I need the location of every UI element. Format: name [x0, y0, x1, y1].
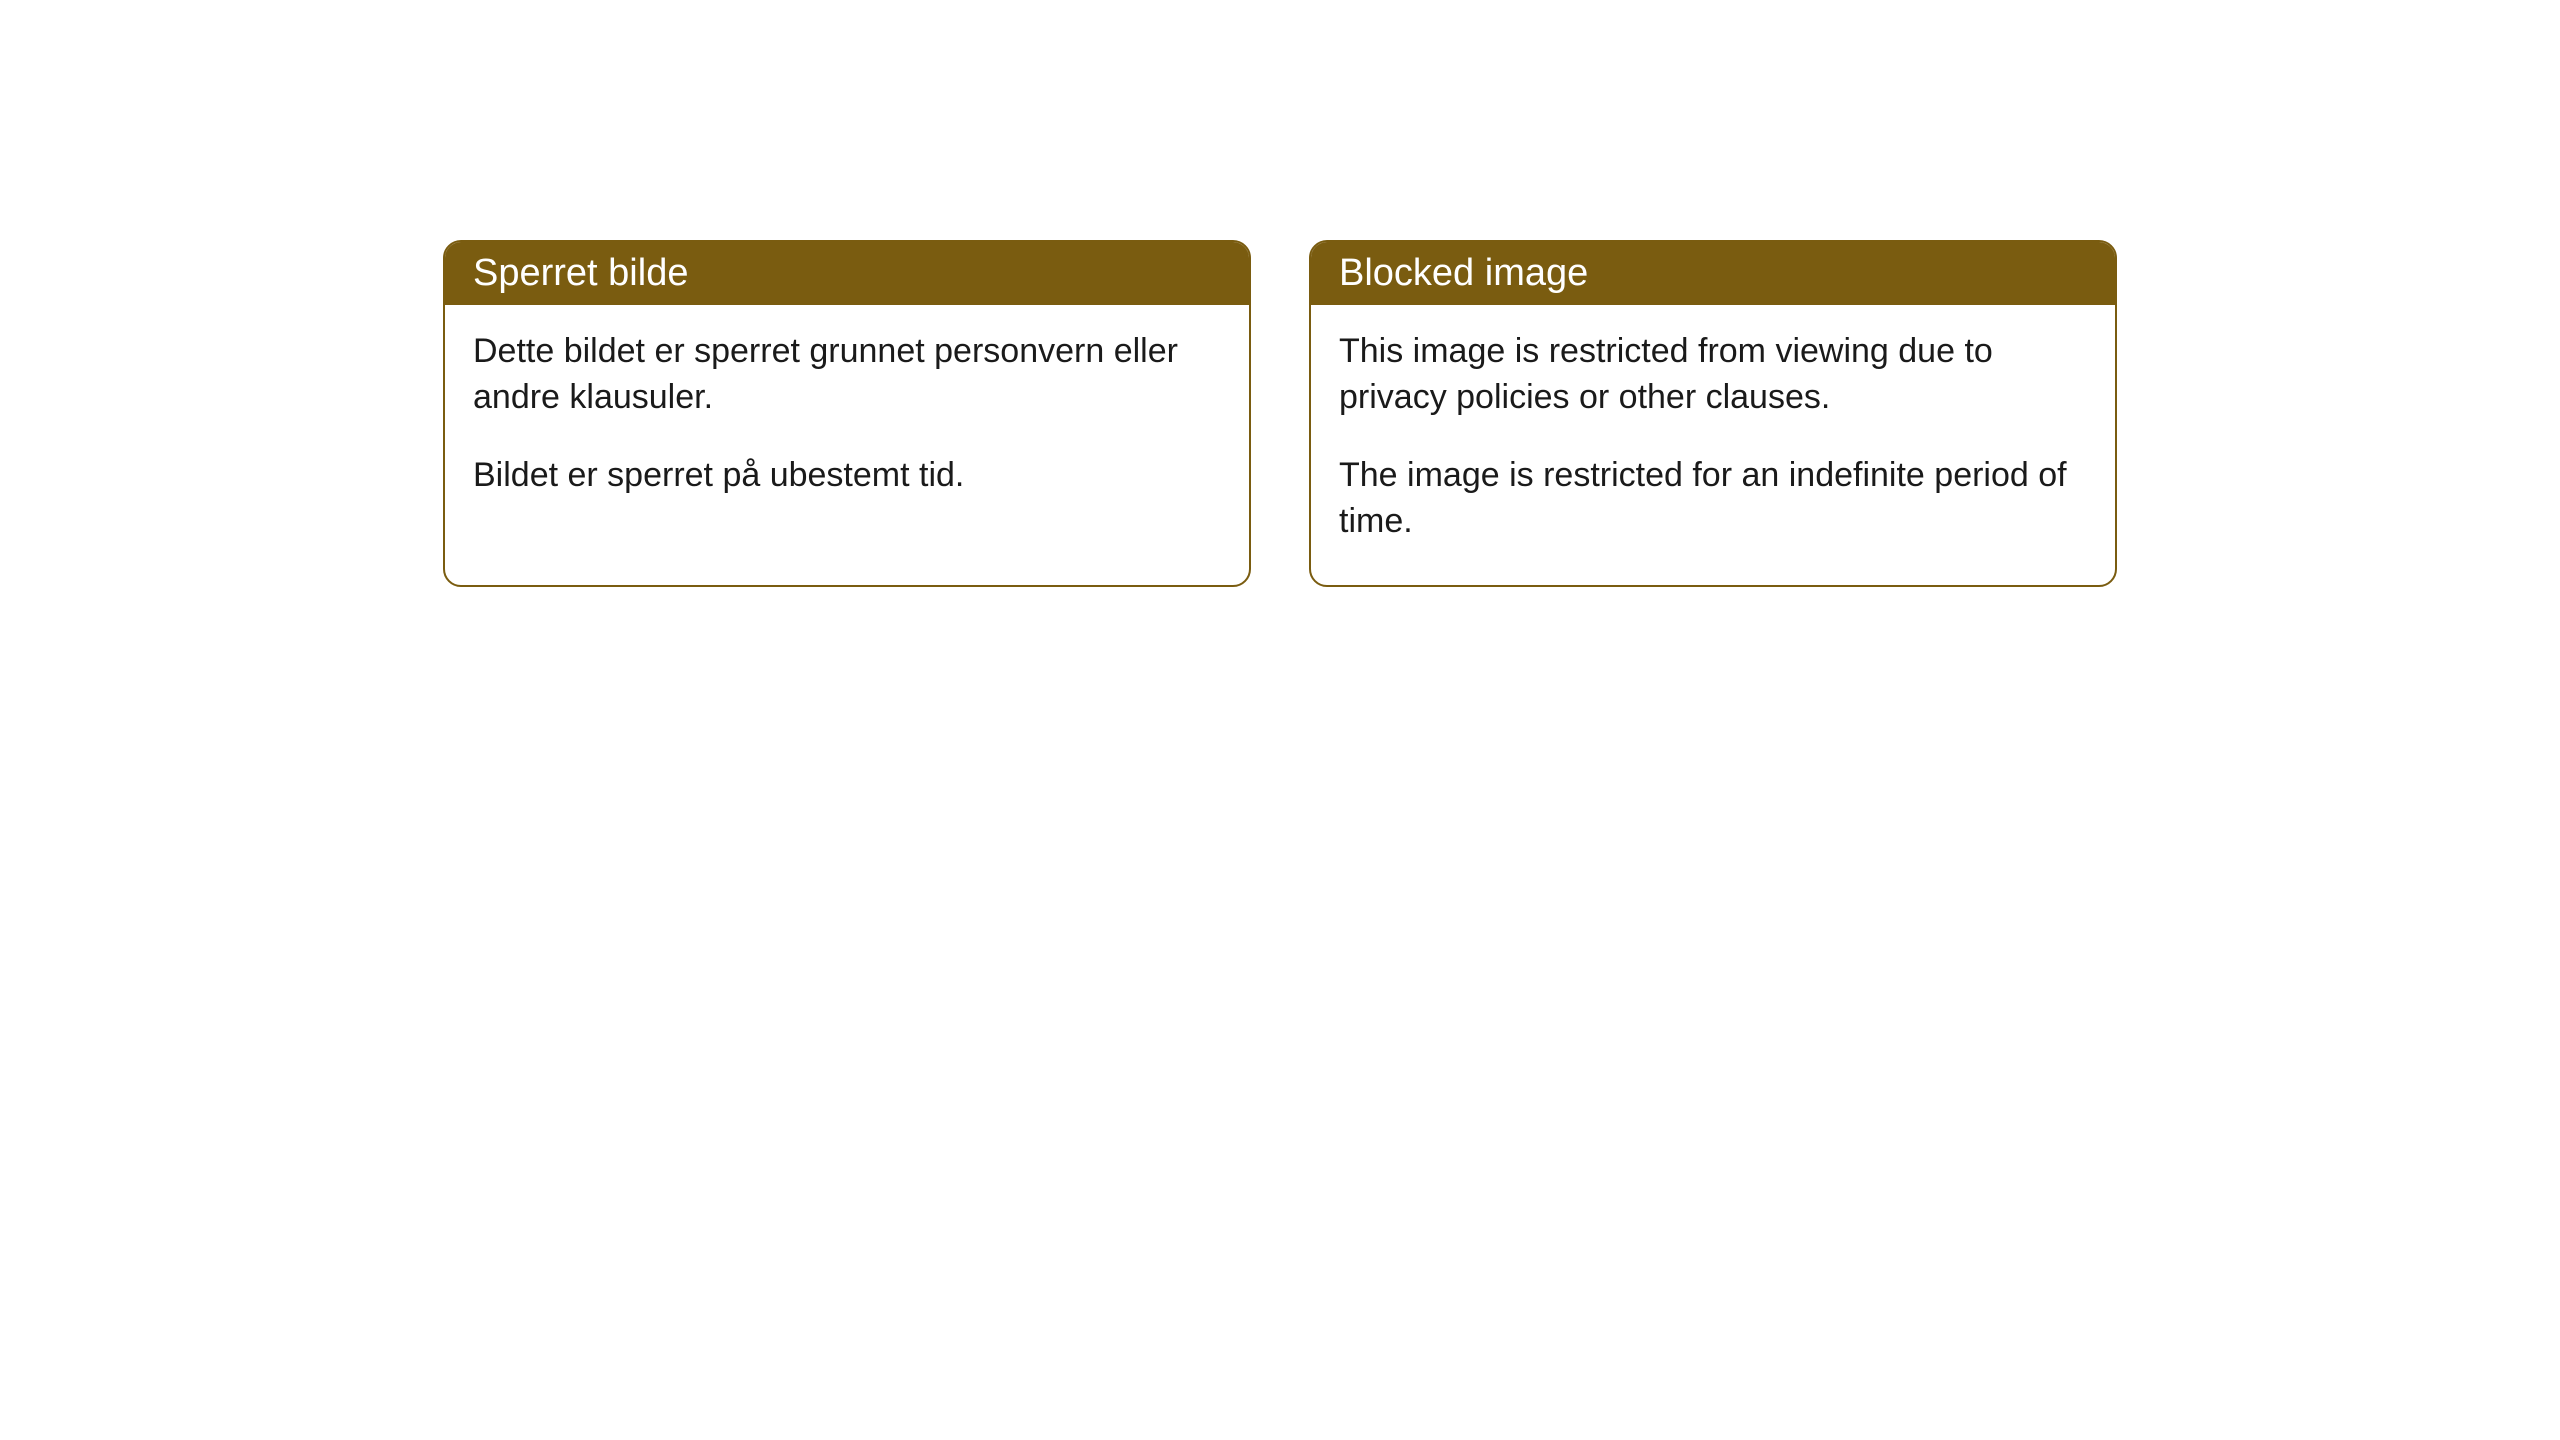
blocked-image-card-norwegian: Sperret bilde Dette bildet er sperret gr…: [443, 240, 1251, 587]
card-title: Sperret bilde: [473, 252, 688, 294]
card-paragraph-1: This image is restricted from viewing du…: [1339, 329, 2087, 421]
card-header: Sperret bilde: [445, 242, 1249, 305]
card-body: Dette bildet er sperret grunnet personve…: [445, 305, 1249, 539]
card-title: Blocked image: [1339, 252, 1588, 294]
card-paragraph-2: The image is restricted for an indefinit…: [1339, 453, 2087, 545]
notice-cards-container: Sperret bilde Dette bildet er sperret gr…: [0, 240, 2560, 587]
card-paragraph-1: Dette bildet er sperret grunnet personve…: [473, 329, 1221, 421]
card-paragraph-2: Bildet er sperret på ubestemt tid.: [473, 453, 1221, 499]
card-body: This image is restricted from viewing du…: [1311, 305, 2115, 585]
card-header: Blocked image: [1311, 242, 2115, 305]
blocked-image-card-english: Blocked image This image is restricted f…: [1309, 240, 2117, 587]
